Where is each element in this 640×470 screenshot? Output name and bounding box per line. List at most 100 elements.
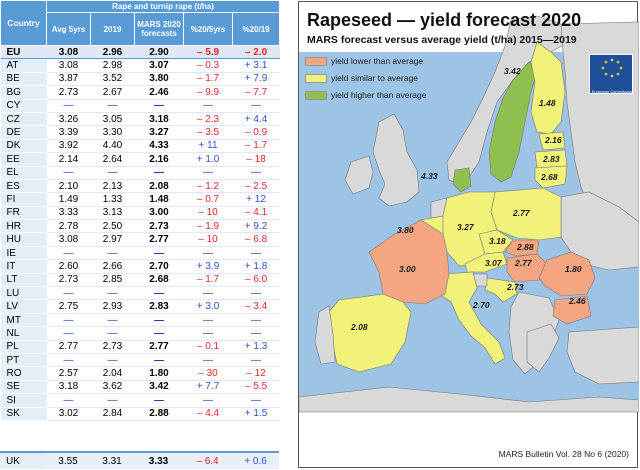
y2019-cell: —: [90, 286, 135, 301]
table-gap: [0, 440, 279, 451]
map-value-fr: 3.00: [399, 264, 416, 274]
forecast-cell: 2.73: [134, 219, 184, 234]
uk-shape: [372, 113, 420, 207]
table-row: SI — — — — —: [0, 393, 280, 408]
forecast-header: MARS 2020 forecasts: [134, 12, 184, 46]
country-cell: PT: [0, 353, 47, 368]
y2019-cell: 2.85: [90, 273, 135, 288]
country-cell: CZ: [0, 112, 47, 127]
avg-header: Avg 5yrs: [46, 12, 91, 46]
table-row: AT 3.08 2.98 3.07– 0.3 + 3.1: [0, 58, 280, 73]
avg-cell: 3.26: [46, 112, 91, 127]
table-row: UK 3.55 3.31 3.33 – 6.4 + 0.6: [0, 452, 279, 469]
y2019-cell: —: [90, 393, 135, 408]
avg-cell: —: [46, 286, 91, 301]
y2019-cell: 2.98: [90, 58, 135, 73]
country-cell: EE: [0, 152, 47, 167]
country-cell: LV: [0, 299, 47, 314]
map-value-it: 2.70: [472, 300, 490, 310]
belarus-ukraine-shape: [560, 191, 639, 271]
forecast-cell: —: [134, 166, 184, 180]
pct-avg-cell: – 30: [183, 366, 233, 381]
pct-avg-cell: —: [183, 166, 233, 180]
forecast-cell: —: [134, 286, 184, 301]
avg-cell: 2.78: [46, 219, 91, 234]
pct-2019-cell: – 4.1: [232, 206, 280, 221]
forecast-cell: 2.08: [134, 179, 184, 194]
source-note: MARS Bulletin Vol. 28 No 6 (2020): [498, 449, 629, 459]
country-cell: EL: [0, 166, 47, 180]
pct-avg-cell: —: [183, 313, 233, 328]
forecast-cell: 1.48: [134, 192, 184, 207]
country-shape-dk: [452, 167, 472, 193]
country-cell: SE: [0, 380, 47, 395]
country-cell: LT: [0, 273, 47, 288]
legend-label-similar: yield similar to average: [331, 73, 418, 83]
forecast-cell: —: [134, 313, 184, 328]
pct-avg-cell: – 4.4: [183, 407, 233, 421]
table-row: FI 1.49 1.33 1.48– 0.7 + 12: [0, 192, 280, 207]
pct-2019-header: %20/19: [231, 12, 281, 46]
pct-2019-cell: + 12: [232, 192, 280, 207]
pct-avg-cell: – 3.5: [183, 125, 233, 140]
pct-2019-cell: – 6.8: [232, 232, 280, 247]
country-cell: PL: [0, 340, 47, 354]
legend-label-higher: yield higher than average: [331, 90, 427, 100]
country-shape-ee: [538, 131, 566, 151]
forecast-cell: 4.33: [134, 139, 184, 154]
logo-caption: European Commission: [591, 89, 633, 94]
map-value-labels: 3.42 1.48 2.16 2.83 2.68 4.33 2.77 3.27 3.80 3.18…: [350, 66, 586, 332]
pct-2019-cell: —: [232, 326, 280, 341]
africa-shape: [299, 386, 639, 413]
y2019-cell: 2.64: [90, 152, 135, 167]
forecast-cell: 2.77: [134, 340, 184, 354]
pct-2019-cell: – 18: [232, 152, 280, 167]
avg-cell: —: [46, 166, 91, 180]
legend-swatch-lower: [305, 56, 327, 66]
pct-avg-header: %20/5yrs: [183, 12, 233, 46]
country-cell: ES: [0, 179, 47, 194]
map-value-es: 2.08: [350, 322, 368, 332]
country-cell: FR: [0, 206, 47, 221]
legend-swatch-higher: [305, 90, 327, 100]
pct-2019-cell: —: [232, 166, 280, 180]
eu-commission-logo: European Commission: [589, 54, 633, 94]
pct-2019-cell: – 6.0: [232, 273, 280, 288]
table-row: ES 2.10 2.13 2.08– 1.2– 2.5: [0, 179, 280, 194]
map-value-ro: 1.80: [565, 264, 582, 274]
pct-avg-cell: – 9.9: [183, 85, 233, 100]
pct-avg-cell: – 1.7: [183, 72, 233, 87]
yield-table-panel: Country Rape and turnip rape (t/ha) Avg …: [0, 0, 281, 470]
pct-2019-cell: – 1.7: [232, 139, 280, 154]
forecast-cell: 2.88: [134, 407, 184, 421]
pct-2019-cell: + 3.1: [232, 58, 280, 73]
pct-avg-cell: – 5.9: [183, 45, 233, 60]
avg-cell: 1.49: [46, 192, 91, 207]
pct-2019-cell: – 0.9: [232, 125, 280, 140]
table-body: EU 3.08 2.96 2.90– 5.9– 2.0 AT 3.08 2.98 3.07– …: [0, 45, 280, 421]
pct-avg-cell: —: [183, 286, 233, 301]
turkey-shape: [566, 326, 639, 385]
y2019-cell: 1.33: [90, 192, 135, 207]
pct-2019-cell: + 0.6: [232, 452, 279, 469]
pct-avg-cell: —: [183, 246, 233, 261]
country-cell: DK: [0, 139, 47, 154]
map-value-cz: 3.18: [489, 236, 506, 246]
avg-cell: —: [46, 353, 91, 368]
country-cell: IE: [0, 246, 47, 261]
pct-avg-cell: – 0.1: [183, 340, 233, 354]
pct-2019-cell: – 2.5: [232, 179, 280, 194]
country-shape-hr: [484, 277, 518, 303]
avg-cell: 3.33: [46, 206, 91, 221]
country-cell: UK: [0, 452, 46, 469]
map-value-bg: 2.46: [568, 296, 586, 306]
avg-cell: 3.08: [46, 232, 91, 247]
table-row: LT 2.73 2.85 2.68– 1.7– 6.0: [0, 273, 280, 288]
y2019-cell: —: [90, 246, 135, 261]
pct-2019-cell: —: [232, 353, 280, 368]
country-cell: HU: [0, 232, 47, 247]
forecast-cell: 3.80: [134, 72, 184, 87]
avg-cell: —: [46, 313, 91, 328]
ireland-shape: [344, 155, 374, 195]
forecast-cell: 3.33: [134, 452, 183, 469]
